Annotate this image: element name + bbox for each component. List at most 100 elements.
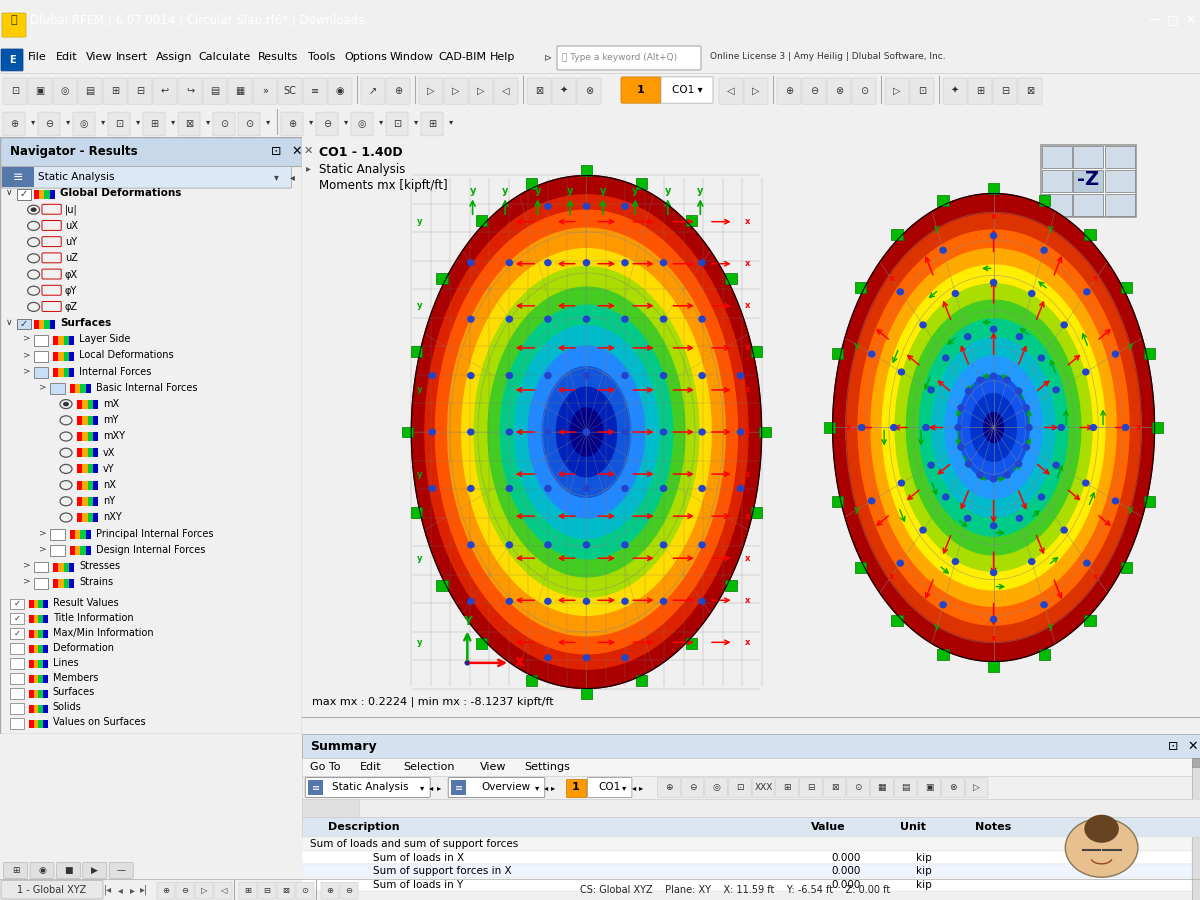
Text: CO1: CO1 [598, 782, 620, 793]
Text: x: x [888, 572, 894, 580]
Text: Window: Window [390, 52, 434, 62]
Bar [302, 837, 1193, 850]
Bar [1105, 146, 1135, 168]
Bar [302, 864, 1193, 878]
FancyBboxPatch shape [109, 862, 133, 878]
Circle shape [544, 202, 552, 210]
Bar [94, 513, 98, 522]
Text: ◁: ◁ [220, 886, 227, 895]
Circle shape [737, 372, 744, 379]
Text: ▣: ▣ [925, 783, 934, 792]
Text: ▾: ▾ [31, 118, 35, 127]
Bar [43, 645, 48, 653]
Bar [1040, 145, 1135, 217]
Text: Values on Surfaces: Values on Surfaces [53, 717, 145, 727]
Bar [38, 600, 43, 608]
Polygon shape [881, 264, 1106, 591]
Circle shape [977, 376, 984, 383]
Circle shape [965, 460, 972, 467]
FancyBboxPatch shape [214, 112, 235, 136]
Circle shape [1040, 601, 1048, 608]
Text: Go To: Go To [310, 761, 341, 772]
Text: ⊖: ⊖ [346, 886, 353, 895]
FancyBboxPatch shape [305, 778, 431, 797]
Polygon shape [905, 299, 1082, 556]
Bar [685, 215, 697, 226]
Circle shape [660, 372, 667, 379]
Bar [43, 675, 48, 683]
Text: >: > [23, 561, 30, 570]
Bar [53, 368, 58, 377]
FancyBboxPatch shape [419, 78, 443, 104]
Text: Settings: Settings [524, 761, 570, 772]
Circle shape [467, 598, 475, 605]
Polygon shape [434, 209, 739, 655]
Bar [43, 630, 48, 638]
Circle shape [1122, 424, 1129, 431]
Text: Value: Value [810, 822, 845, 832]
Circle shape [464, 661, 470, 666]
FancyBboxPatch shape [587, 778, 632, 797]
Circle shape [544, 316, 552, 323]
Bar [1144, 496, 1156, 507]
Text: x: x [1093, 274, 1099, 284]
Bar [1193, 758, 1200, 900]
Text: y: y [418, 638, 422, 647]
Circle shape [1084, 288, 1091, 295]
Circle shape [858, 424, 865, 431]
Bar [892, 229, 902, 239]
Polygon shape [487, 286, 686, 578]
Circle shape [698, 598, 706, 605]
FancyBboxPatch shape [178, 78, 202, 104]
Bar [70, 530, 74, 539]
Circle shape [922, 424, 930, 431]
Bar [43, 719, 48, 727]
Text: ▾: ▾ [206, 118, 210, 127]
Text: File: File [28, 52, 47, 62]
Circle shape [62, 401, 70, 407]
Text: ✕: ✕ [292, 145, 301, 158]
Text: ↗: ↗ [368, 86, 377, 96]
Text: ⊞: ⊞ [976, 86, 984, 96]
Text: 🔍 Type a keyword (Alt+Q): 🔍 Type a keyword (Alt+Q) [562, 53, 677, 62]
Text: ▾: ▾ [66, 118, 70, 127]
FancyBboxPatch shape [316, 112, 338, 136]
Bar [88, 513, 92, 522]
Circle shape [964, 333, 972, 340]
Bar [44, 320, 49, 328]
Text: -Z: -Z [1078, 169, 1099, 189]
Circle shape [698, 428, 706, 436]
Text: y: y [854, 506, 859, 515]
Circle shape [1082, 480, 1090, 487]
Text: ⊟: ⊟ [808, 783, 815, 792]
Bar [86, 546, 91, 555]
Circle shape [868, 350, 876, 357]
Bar [86, 530, 91, 539]
Text: ✕: ✕ [1186, 14, 1196, 26]
Bar [82, 416, 88, 425]
Bar [38, 630, 43, 638]
Text: ⊠: ⊠ [535, 86, 544, 96]
Bar [10, 658, 24, 669]
Bar [17, 319, 31, 329]
Circle shape [942, 355, 949, 362]
Bar [10, 598, 24, 609]
Bar [58, 579, 64, 588]
Text: Static Analysis: Static Analysis [38, 172, 115, 183]
FancyBboxPatch shape [239, 882, 257, 899]
Bar [34, 190, 38, 199]
Bar [892, 616, 902, 626]
Bar [1039, 649, 1050, 660]
Bar [10, 614, 24, 625]
Text: >: > [23, 334, 30, 343]
Bar [1074, 146, 1103, 168]
Bar [94, 416, 98, 425]
FancyBboxPatch shape [622, 76, 661, 104]
Bar [832, 348, 844, 359]
Text: ⊡: ⊡ [736, 783, 744, 792]
Bar [94, 481, 98, 490]
Text: y: y [665, 186, 671, 196]
FancyBboxPatch shape [352, 112, 373, 136]
Text: Stresses: Stresses [79, 561, 120, 572]
Bar [70, 546, 74, 555]
